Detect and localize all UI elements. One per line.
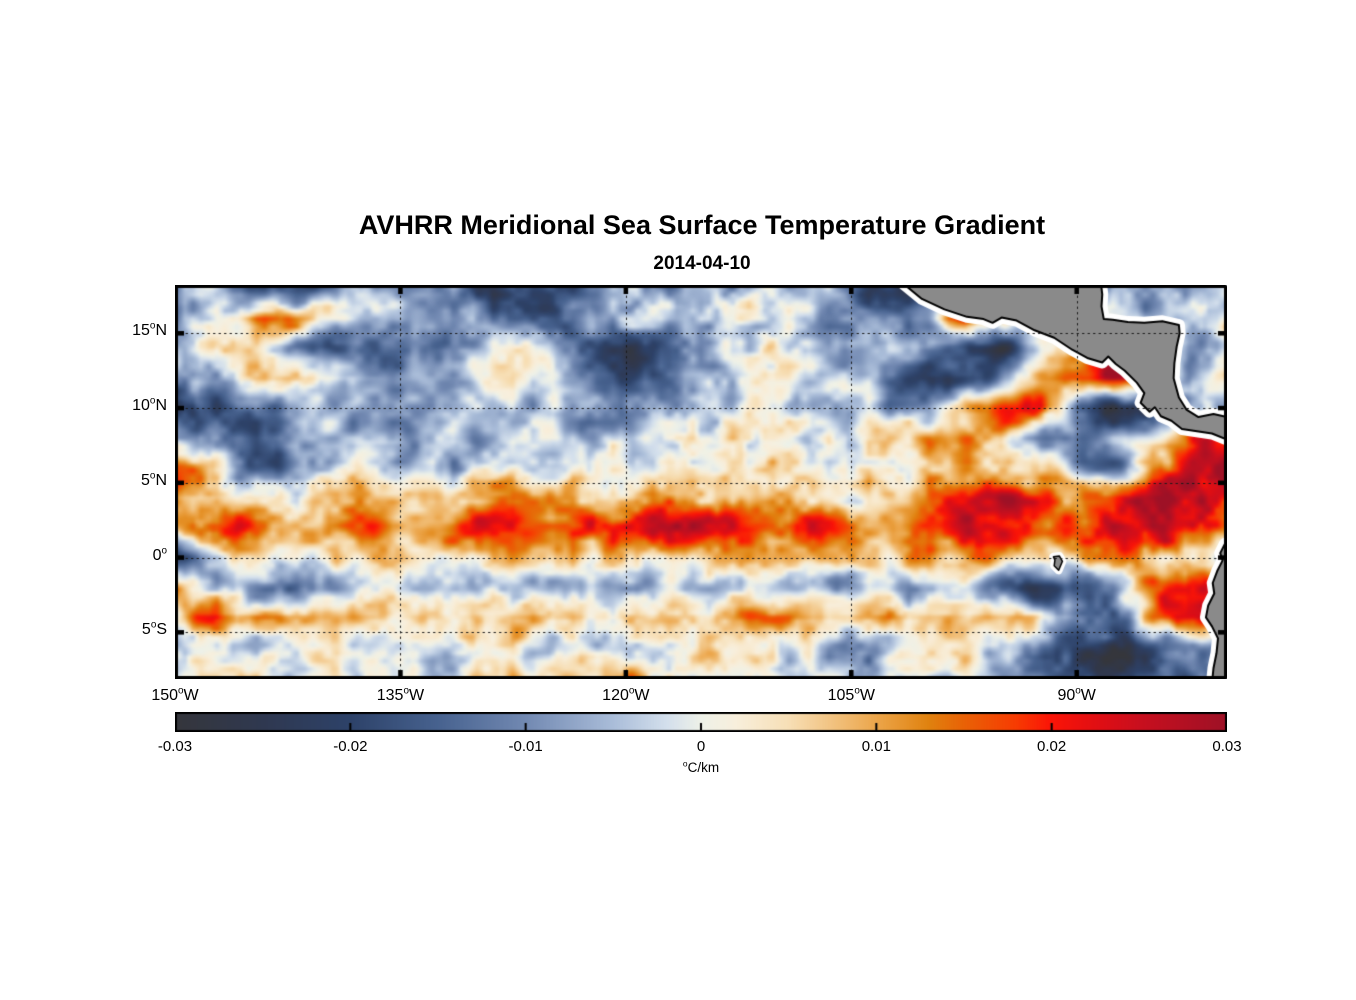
colorbar-tick-label: 0.02: [1037, 738, 1067, 755]
page-title: AVHRR Meridional Sea Surface Temperature…: [358, 210, 1046, 240]
colorbar-tick-label: 0.03: [1212, 738, 1242, 755]
y-tick-label: 10oN: [132, 395, 167, 415]
colorbar-tick-label: -0.02: [333, 738, 368, 755]
colorbar-units: oC/km: [682, 758, 720, 775]
map-canvas: [175, 285, 1227, 679]
x-tick-label: 135oW: [376, 685, 425, 704]
x-tick-label: 105oW: [827, 685, 875, 704]
y-tick-label: 15oN: [132, 320, 167, 340]
map-plot: [175, 285, 1227, 679]
y-tick-label: 5oS: [141, 620, 167, 639]
x-tick-label: 150oW: [151, 685, 199, 704]
y-tick-label: 0o: [152, 545, 167, 564]
colorbar-tick-label: -0.03: [157, 738, 193, 755]
colorbar-tick-label: -0.01: [508, 738, 543, 755]
y-tick-label: 5oN: [141, 470, 167, 489]
x-tick-label: 90oW: [1057, 685, 1096, 704]
x-tick-label: 120oW: [602, 685, 650, 704]
colorbar-tick-label: 0: [696, 738, 706, 755]
colorbar-tick-label: 0.01: [861, 738, 891, 755]
colorbar: [175, 712, 1227, 732]
colorbar-canvas: [175, 712, 1227, 732]
page-subtitle: 2014-04-10: [653, 253, 751, 274]
